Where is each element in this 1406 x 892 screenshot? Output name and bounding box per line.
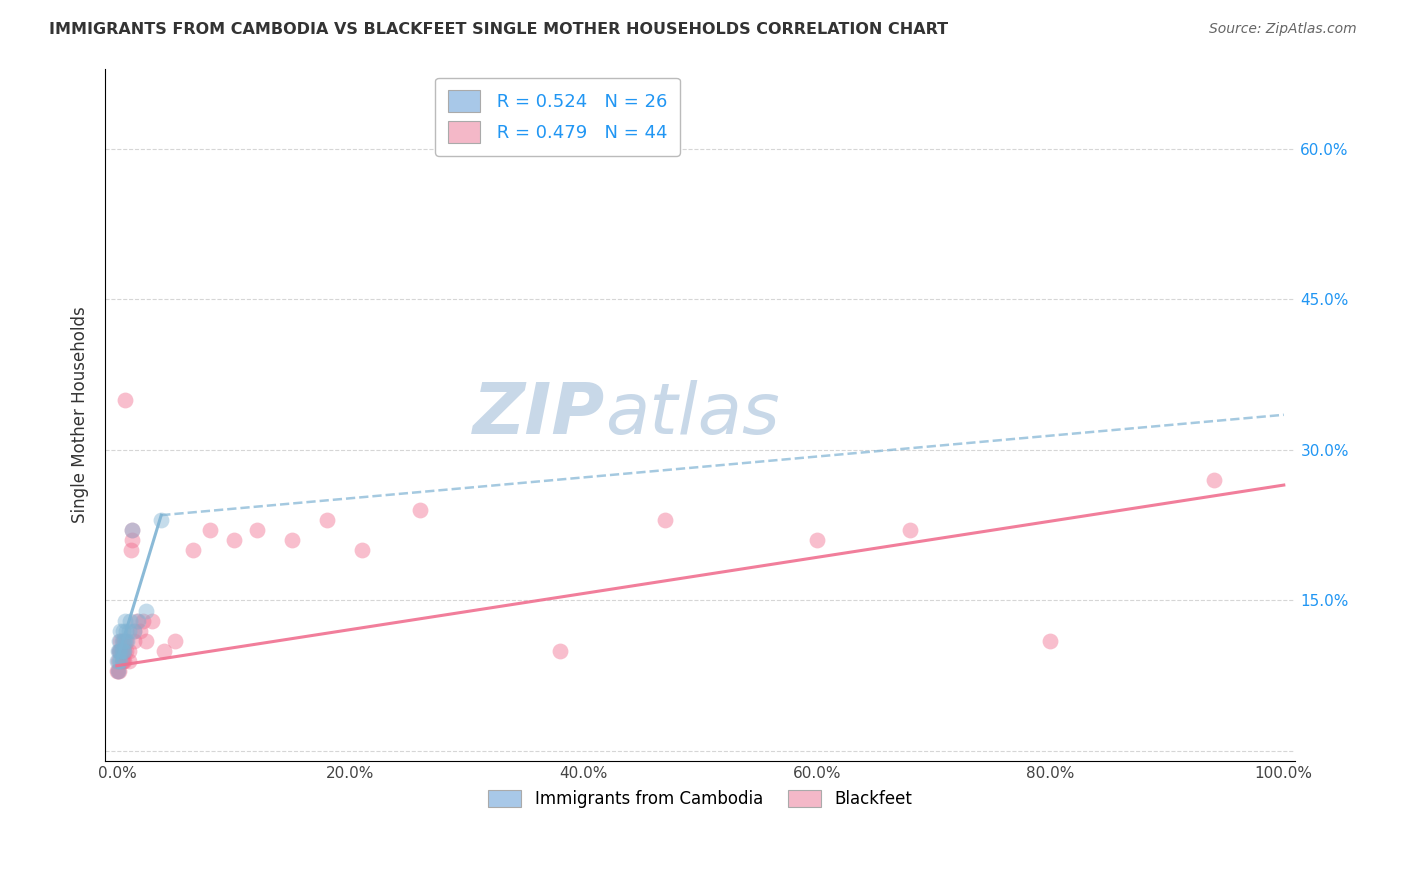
- Point: [654, 513, 676, 527]
- Point: [165, 633, 187, 648]
- Point: [118, 614, 141, 628]
- Point: [111, 624, 134, 638]
- Point: [107, 654, 129, 668]
- Point: [120, 543, 142, 558]
- Point: [125, 614, 148, 628]
- Point: [117, 654, 139, 668]
- Point: [141, 614, 163, 628]
- Point: [222, 533, 245, 548]
- Point: [107, 664, 129, 678]
- Legend: Immigrants from Cambodia, Blackfeet: Immigrants from Cambodia, Blackfeet: [481, 783, 920, 815]
- Point: [110, 643, 132, 657]
- Point: [112, 633, 135, 648]
- Point: [121, 523, 143, 537]
- Point: [110, 654, 132, 668]
- Point: [150, 513, 173, 527]
- Point: [107, 654, 129, 668]
- Point: [806, 533, 828, 548]
- Point: [117, 624, 139, 638]
- Point: [112, 643, 135, 657]
- Point: [898, 523, 921, 537]
- Point: [110, 633, 132, 648]
- Point: [135, 633, 157, 648]
- Point: [107, 664, 129, 678]
- Point: [129, 624, 152, 638]
- Point: [409, 503, 432, 517]
- Point: [111, 633, 134, 648]
- Point: [110, 643, 132, 657]
- Text: atlas: atlas: [605, 380, 780, 450]
- Point: [115, 633, 138, 648]
- Point: [108, 643, 131, 657]
- Point: [107, 664, 129, 678]
- Point: [107, 654, 129, 668]
- Point: [1039, 633, 1062, 648]
- Text: Source: ZipAtlas.com: Source: ZipAtlas.com: [1209, 22, 1357, 37]
- Point: [110, 624, 132, 638]
- Point: [108, 664, 131, 678]
- Point: [200, 523, 222, 537]
- Point: [246, 523, 269, 537]
- Point: [110, 633, 132, 648]
- Point: [124, 624, 146, 638]
- Point: [108, 633, 131, 648]
- Point: [121, 533, 143, 548]
- Point: [152, 643, 174, 657]
- Point: [127, 614, 149, 628]
- Point: [114, 633, 136, 648]
- Point: [121, 523, 143, 537]
- Point: [181, 543, 204, 558]
- Point: [135, 603, 157, 617]
- Point: [107, 643, 129, 657]
- Point: [110, 643, 132, 657]
- Point: [550, 643, 572, 657]
- Point: [114, 614, 136, 628]
- Point: [111, 643, 134, 657]
- Point: [114, 392, 136, 407]
- Point: [281, 533, 304, 548]
- Y-axis label: Single Mother Households: Single Mother Households: [72, 307, 89, 524]
- Point: [111, 654, 134, 668]
- Point: [107, 643, 129, 657]
- Point: [124, 633, 146, 648]
- Point: [124, 624, 146, 638]
- Point: [112, 643, 135, 657]
- Text: ZIP: ZIP: [472, 380, 605, 450]
- Point: [1202, 473, 1225, 487]
- Point: [115, 624, 138, 638]
- Point: [115, 643, 138, 657]
- Point: [110, 654, 132, 668]
- Point: [112, 654, 135, 668]
- Point: [131, 614, 153, 628]
- Point: [117, 643, 139, 657]
- Point: [117, 633, 139, 648]
- Text: IMMIGRANTS FROM CAMBODIA VS BLACKFEET SINGLE MOTHER HOUSEHOLDS CORRELATION CHART: IMMIGRANTS FROM CAMBODIA VS BLACKFEET SI…: [49, 22, 948, 37]
- Point: [110, 643, 132, 657]
- Point: [316, 513, 339, 527]
- Point: [350, 543, 373, 558]
